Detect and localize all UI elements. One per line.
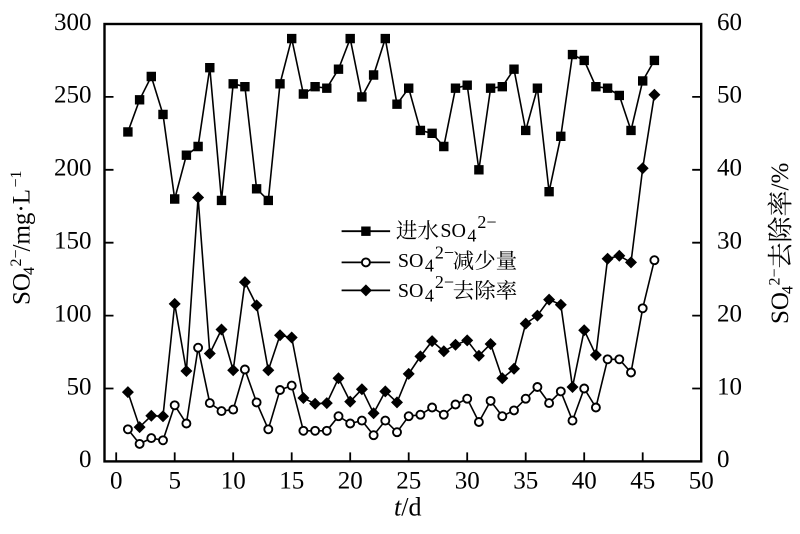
- svg-text:150: 150: [54, 228, 92, 255]
- svg-text:50: 50: [689, 468, 714, 495]
- svg-text:10: 10: [221, 468, 246, 495]
- svg-text:0: 0: [717, 446, 730, 473]
- svg-text:40: 40: [572, 468, 597, 495]
- svg-text:SO: SO: [398, 280, 424, 302]
- svg-text:35: 35: [513, 468, 538, 495]
- svg-text:250: 250: [54, 82, 92, 109]
- svg-text:40: 40: [717, 155, 742, 182]
- svg-text:0: 0: [79, 446, 92, 473]
- svg-text:SO: SO: [9, 273, 36, 305]
- svg-text:2−: 2−: [435, 272, 454, 292]
- svg-text:4: 4: [425, 256, 434, 276]
- svg-text:25: 25: [396, 468, 421, 495]
- svg-text:4: 4: [467, 225, 476, 245]
- svg-text:300: 300: [54, 9, 92, 36]
- svg-text:SO: SO: [398, 250, 424, 272]
- svg-text:4: 4: [21, 267, 38, 275]
- svg-text:t/d: t/d: [394, 493, 421, 522]
- svg-text:10: 10: [717, 373, 742, 400]
- svg-text:2−: 2−: [477, 212, 496, 232]
- svg-text:30: 30: [455, 468, 480, 495]
- svg-text:50: 50: [717, 82, 742, 109]
- svg-text:200: 200: [54, 155, 92, 182]
- svg-text:−1: −1: [8, 170, 25, 187]
- svg-text:/%: /%: [767, 163, 794, 191]
- svg-text:15: 15: [279, 468, 304, 495]
- svg-text:SO: SO: [440, 220, 466, 242]
- svg-text:2−: 2−: [8, 249, 25, 266]
- svg-text:2−: 2−: [766, 268, 783, 285]
- svg-text:4: 4: [780, 286, 797, 294]
- svg-text:60: 60: [717, 9, 742, 36]
- svg-text:50: 50: [67, 373, 92, 400]
- svg-text:2−: 2−: [435, 242, 454, 262]
- svg-text:20: 20: [338, 468, 363, 495]
- svg-text:30: 30: [717, 228, 742, 255]
- svg-text:20: 20: [717, 300, 742, 327]
- svg-text:45: 45: [630, 468, 655, 495]
- svg-text:SO: SO: [767, 292, 794, 324]
- svg-text:0: 0: [110, 468, 123, 495]
- svg-text:5: 5: [168, 468, 181, 495]
- svg-text:/mg·L: /mg·L: [9, 189, 36, 252]
- svg-text:100: 100: [54, 300, 92, 327]
- svg-text:4: 4: [425, 285, 434, 305]
